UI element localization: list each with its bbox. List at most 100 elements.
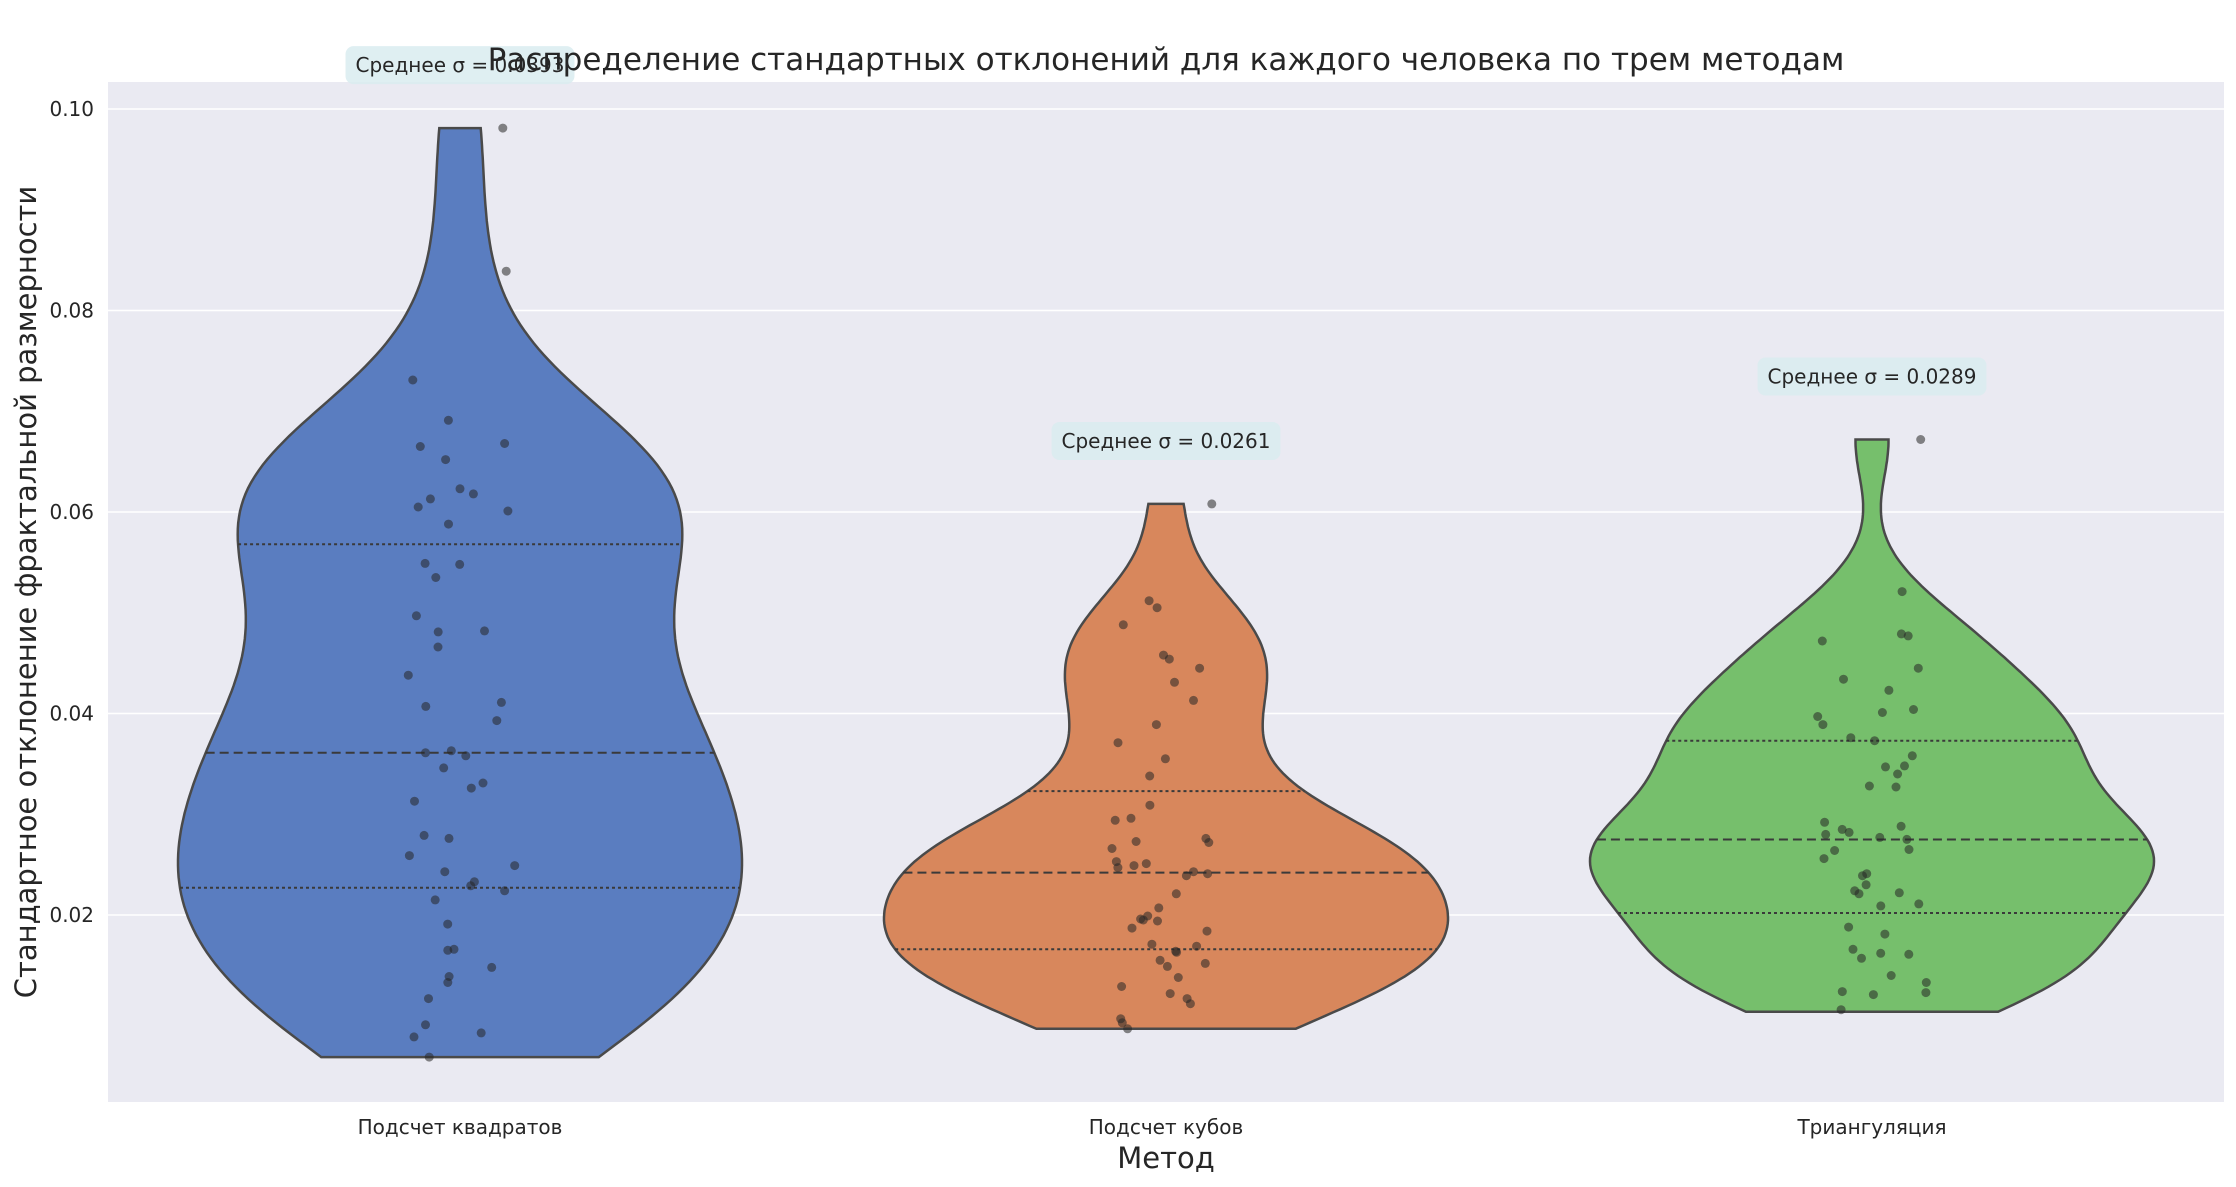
data-point: [1141, 859, 1151, 869]
mean-annotation: Среднее σ = 0.0393: [345, 46, 575, 85]
data-point: [1864, 781, 1874, 791]
data-point: [1914, 899, 1924, 909]
data-point: [1837, 987, 1847, 997]
data-point: [1894, 888, 1904, 898]
data-point: [1921, 978, 1931, 987]
data-point: [1876, 901, 1886, 911]
quartile-lines: [179, 543, 2148, 951]
data-point: [441, 455, 451, 465]
y-tick-label: 0.10: [49, 97, 94, 121]
data-point: [1876, 948, 1886, 958]
data-point: [411, 611, 421, 621]
data-point: [1868, 990, 1878, 1000]
mean-annotation-box: [1051, 421, 1281, 460]
data-point: [1204, 838, 1214, 847]
data-point: [1173, 973, 1183, 982]
data-point: [1861, 880, 1871, 890]
data-point: [1846, 733, 1856, 743]
data-point: [455, 559, 465, 569]
y-axis-title: Стандартное отклонение фрактальной разме…: [9, 186, 43, 999]
data-point: [466, 881, 476, 891]
data-point: [1110, 815, 1120, 825]
data-point: [431, 573, 441, 582]
x-tick-label: Триангуляция: [1796, 1115, 1946, 1139]
data-point: [1858, 871, 1867, 881]
data-point: [1880, 929, 1890, 939]
data-point: [1900, 761, 1909, 771]
data-point: [1818, 720, 1828, 730]
data-point: [1886, 971, 1896, 980]
data-point: [446, 746, 456, 756]
mean-annotation-text: Среднее σ = 0.0393: [356, 53, 565, 77]
data-point: [1875, 832, 1885, 842]
data-point: [1170, 677, 1179, 687]
data-point: [443, 415, 453, 425]
data-point: [492, 716, 502, 726]
mean-annotation: Среднее σ = 0.0261: [1051, 421, 1281, 460]
data-point: [1907, 751, 1917, 761]
mean-annotation-box: [1757, 357, 1987, 396]
data-point: [1817, 636, 1827, 646]
x-tick-labels: Подсчет квадратов Подсчет кубов Триангуляц…: [358, 1115, 1947, 1139]
data-point: [1902, 834, 1912, 844]
data-point: [404, 851, 414, 861]
y-tick-labels: 0.02 0.04 0.06 0.08 0.10: [49, 97, 94, 927]
data-point: [1904, 845, 1914, 854]
data-point: [1165, 989, 1175, 999]
data-point: [439, 763, 449, 773]
data-point: [1903, 631, 1913, 641]
data-point: [413, 502, 423, 512]
data-point: [1138, 915, 1148, 925]
mean-annotation-text: Среднее σ = 0.0289: [1768, 364, 1977, 388]
data-point: [1836, 1005, 1846, 1015]
data-point: [433, 642, 443, 652]
data-point: [443, 978, 453, 987]
chart-title: Распределение стандартных отклонений для…: [488, 42, 1845, 78]
violin-body: [1588, 438, 2156, 1013]
data-point: [1172, 947, 1182, 957]
data-point: [420, 558, 430, 568]
data-point: [1144, 596, 1154, 606]
data-point: [1881, 762, 1890, 772]
data-point: [1844, 827, 1854, 837]
data-point: [421, 748, 430, 758]
data-point: [1916, 435, 1926, 444]
data-point: [1126, 813, 1136, 823]
data-point: [500, 886, 510, 896]
data-point: [476, 1028, 486, 1038]
data-point: [478, 778, 488, 788]
data-point: [419, 830, 429, 840]
y-tick-label: 0.02: [49, 903, 94, 927]
data-point: [415, 442, 425, 451]
data-point: [1147, 939, 1157, 949]
data-point: [1153, 916, 1162, 926]
data-point: [1145, 800, 1155, 810]
data-point: [480, 626, 489, 636]
data-point: [1154, 903, 1164, 913]
data-points: [403, 123, 1931, 1062]
data-point: [461, 751, 471, 761]
data-point: [468, 489, 478, 499]
data-point: [410, 796, 419, 806]
mean-annotations: Среднее σ = 0.0393 Среднее σ = 0.0261 Сред…: [345, 46, 1987, 460]
data-point: [455, 484, 465, 494]
data-point: [433, 627, 443, 637]
data-point: [1118, 620, 1128, 630]
data-point: [421, 701, 431, 711]
data-point: [1129, 861, 1139, 871]
data-point: [496, 697, 506, 707]
x-axis-title: Метод: [1117, 1141, 1215, 1175]
data-point: [421, 1020, 430, 1030]
data-point: [1819, 854, 1829, 864]
data-point: [1203, 869, 1213, 879]
data-point: [1155, 955, 1165, 965]
y-tick-label: 0.08: [49, 299, 94, 323]
data-point: [498, 123, 508, 133]
data-point: [1113, 863, 1123, 873]
data-point: [1813, 712, 1823, 721]
data-point: [1171, 889, 1181, 899]
data-point: [1207, 499, 1217, 509]
x-tick-label: Подсчет кубов: [1089, 1115, 1244, 1139]
data-point: [1870, 736, 1880, 746]
data-point: [1160, 754, 1170, 764]
